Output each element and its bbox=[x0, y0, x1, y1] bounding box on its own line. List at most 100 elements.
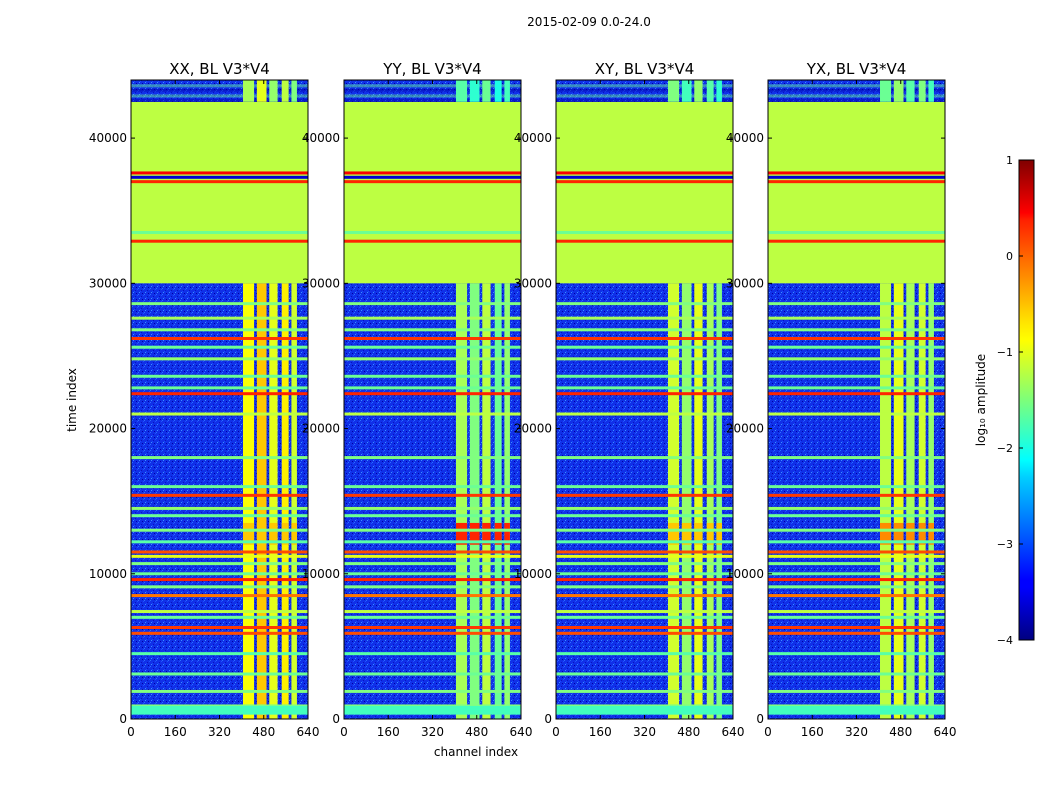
time-stripe bbox=[131, 652, 308, 656]
x-tick-label: 320 bbox=[421, 725, 444, 739]
channel-band bbox=[694, 80, 703, 102]
y-tick-label: 10000 bbox=[302, 567, 340, 581]
band-highlight bbox=[706, 522, 714, 545]
time-stripe bbox=[768, 631, 945, 635]
flagged-block bbox=[344, 101, 521, 284]
time-stripe bbox=[131, 550, 308, 554]
time-stripe bbox=[131, 180, 308, 184]
time-stripe bbox=[344, 631, 521, 635]
time-stripe bbox=[556, 594, 733, 598]
time-stripe bbox=[768, 528, 945, 532]
time-stripe bbox=[131, 345, 308, 349]
time-stripe bbox=[344, 578, 521, 582]
time-stripe bbox=[768, 337, 945, 341]
flagged-block bbox=[556, 101, 733, 284]
time-stripe bbox=[768, 345, 945, 349]
band-highlight bbox=[716, 522, 722, 545]
time-stripe bbox=[344, 626, 521, 630]
colorbar-tick-label: 0 bbox=[1006, 250, 1013, 263]
x-tick-label: 480 bbox=[889, 725, 912, 739]
heatmap-1 bbox=[344, 80, 521, 719]
channel-band bbox=[256, 283, 267, 719]
flagged-block bbox=[768, 101, 945, 284]
time-stripe bbox=[344, 392, 521, 396]
time-stripe bbox=[344, 175, 521, 179]
colorbar-tick-label: −2 bbox=[997, 442, 1013, 455]
time-stripe bbox=[556, 302, 733, 306]
band-highlight bbox=[906, 522, 915, 545]
time-stripe bbox=[344, 230, 521, 234]
channel-band bbox=[880, 283, 892, 719]
channel-band bbox=[893, 283, 904, 719]
time-stripe bbox=[131, 626, 308, 630]
channel-band bbox=[681, 80, 692, 102]
time-stripe bbox=[768, 540, 945, 544]
y-tick-label: 20000 bbox=[514, 422, 552, 436]
channel-band bbox=[918, 80, 926, 102]
time-stripe bbox=[768, 550, 945, 554]
time-stripe bbox=[344, 456, 521, 460]
time-stripe bbox=[768, 230, 945, 234]
y-tick-label: 0 bbox=[756, 712, 764, 726]
time-stripe bbox=[556, 672, 733, 676]
time-stripe bbox=[131, 493, 308, 497]
y-axis-label: time index bbox=[65, 368, 79, 432]
channel-band bbox=[681, 283, 692, 719]
channel-band bbox=[706, 80, 714, 102]
time-stripe bbox=[344, 302, 521, 306]
time-stripe bbox=[556, 689, 733, 693]
time-stripe bbox=[344, 540, 521, 544]
time-stripe bbox=[768, 689, 945, 693]
heatmap-3 bbox=[768, 80, 945, 719]
time-stripe bbox=[344, 528, 521, 532]
time-stripe bbox=[131, 230, 308, 234]
band-highlight bbox=[482, 522, 491, 545]
channel-band bbox=[880, 80, 892, 102]
y-tick-label: 10000 bbox=[89, 567, 127, 581]
x-tick-label: 640 bbox=[934, 725, 957, 739]
time-stripe bbox=[556, 328, 733, 332]
x-tick-label: 0 bbox=[552, 725, 560, 739]
time-stripe bbox=[344, 672, 521, 676]
x-tick-label: 160 bbox=[801, 725, 824, 739]
channel-band bbox=[716, 80, 722, 102]
time-stripe bbox=[556, 528, 733, 532]
time-stripe bbox=[768, 572, 945, 576]
time-stripe bbox=[344, 485, 521, 489]
time-stripe bbox=[768, 171, 945, 175]
time-stripe bbox=[768, 578, 945, 582]
time-stripe bbox=[556, 180, 733, 184]
channel-band bbox=[906, 283, 915, 719]
channel-band bbox=[243, 283, 255, 719]
colorbar-tick-label: −1 bbox=[997, 346, 1013, 359]
channel-band bbox=[291, 283, 297, 719]
figure-title: 2015-02-09 0.0-24.0 bbox=[527, 15, 651, 29]
channel-band bbox=[281, 80, 289, 102]
time-stripe bbox=[556, 705, 733, 715]
time-stripe bbox=[556, 337, 733, 341]
y-tick-label: 20000 bbox=[89, 422, 127, 436]
time-stripe bbox=[344, 652, 521, 656]
time-stripe bbox=[344, 345, 521, 349]
time-stripe bbox=[556, 230, 733, 234]
colorbar-tick-label: −3 bbox=[997, 538, 1013, 551]
channel-band bbox=[456, 283, 468, 719]
time-stripe bbox=[344, 337, 521, 341]
time-stripe bbox=[131, 540, 308, 544]
time-stripe bbox=[556, 514, 733, 518]
time-stripe bbox=[344, 689, 521, 693]
band-highlight bbox=[918, 522, 926, 545]
y-tick-label: 0 bbox=[544, 712, 552, 726]
time-stripe bbox=[768, 493, 945, 497]
time-stripe bbox=[131, 239, 308, 243]
x-tick-label: 320 bbox=[845, 725, 868, 739]
time-stripe bbox=[344, 705, 521, 715]
time-stripe bbox=[344, 357, 521, 361]
band-highlight bbox=[469, 522, 480, 545]
time-stripe bbox=[768, 316, 945, 320]
time-stripe bbox=[556, 357, 733, 361]
time-stripe bbox=[344, 180, 521, 184]
heatmap-2 bbox=[556, 80, 733, 719]
panel-2: XY, BL V3*V4 0 160 320 480 640 0 10000 20000 3000… bbox=[514, 60, 745, 739]
